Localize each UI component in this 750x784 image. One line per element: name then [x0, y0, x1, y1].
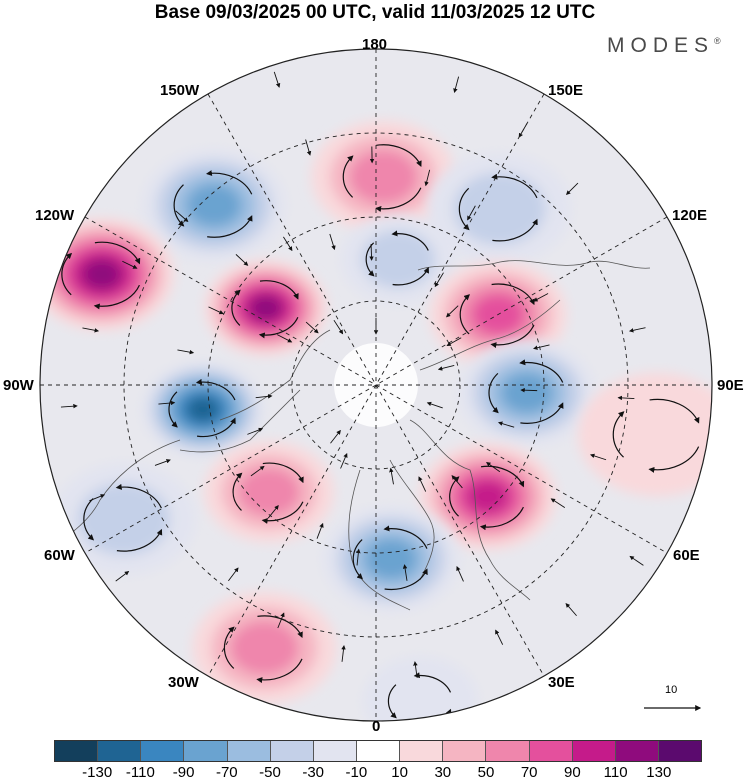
reference-vector-label: 10 — [665, 684, 677, 696]
lon-label-90e: 90E — [717, 377, 744, 394]
lon-label-0: 0 — [372, 718, 380, 735]
reference-vector-arrow — [640, 698, 710, 718]
colorbar — [54, 740, 702, 762]
colorbar-swatch — [357, 741, 400, 761]
anomaly-contour — [366, 539, 417, 579]
polar-map — [0, 0, 750, 740]
lon-label-30e: 30E — [548, 674, 575, 691]
lon-label-30w: 30W — [168, 674, 199, 691]
anomaly-contour — [250, 295, 282, 320]
lon-label-150w: 150W — [160, 82, 199, 99]
colorbar-swatch — [314, 741, 357, 761]
anomaly-center — [142, 149, 286, 261]
colorbar-tick-label: 50 — [478, 764, 495, 781]
wind-arrow — [521, 390, 537, 391]
colorbar-tick-label: 130 — [646, 764, 671, 781]
anomaly-contour — [361, 230, 435, 288]
anomaly-contour — [78, 483, 171, 555]
anomaly-center — [192, 592, 336, 704]
colorbar-tick-label: 30 — [434, 764, 451, 781]
anomaly-contour — [466, 480, 508, 513]
anomaly-contour — [578, 373, 736, 497]
colorbar-swatch — [659, 741, 701, 761]
lon-label-120w: 120W — [35, 207, 74, 224]
colorbar-swatch — [228, 741, 271, 761]
colorbar-tick-label: 10 — [391, 764, 408, 781]
colorbar-swatch — [573, 741, 616, 761]
colorbar-ticks: -130 -110 -90 -70 -50 -30 -10 10 30 50 70 90 110 130 — [0, 764, 750, 784]
colorbar-swatch — [443, 741, 486, 761]
colorbar-tick-label: -30 — [302, 764, 324, 781]
colorbar-tick-label: 70 — [521, 764, 538, 781]
colorbar-tick-label: 90 — [564, 764, 581, 781]
colorbar-swatch — [98, 741, 141, 761]
lon-label-120e: 120E — [672, 207, 707, 224]
colorbar-swatch — [141, 741, 184, 761]
colorbar-tick-label: -90 — [173, 764, 195, 781]
colorbar-swatch — [616, 741, 659, 761]
anomaly-contour — [187, 397, 219, 422]
lon-label-180: 180 — [362, 36, 387, 53]
anomaly-contour — [453, 173, 546, 245]
colorbar-tick-label: -110 — [126, 764, 155, 781]
colorbar-tick-label: -130 — [82, 764, 112, 781]
anomaly-center — [459, 340, 596, 447]
lon-label-90w: 90W — [3, 377, 34, 394]
colorbar-swatch — [530, 741, 573, 761]
anomaly-contour — [83, 259, 121, 289]
colorbar-swatch — [486, 741, 529, 761]
anomaly-contour — [501, 373, 552, 413]
anomaly-contour — [230, 621, 298, 674]
anomaly-center — [323, 506, 460, 613]
colorbar-swatch — [271, 741, 314, 761]
wind-arrow — [371, 244, 372, 260]
lon-label-150e: 150E — [548, 82, 583, 99]
colorbar-swatch — [55, 741, 98, 761]
colorbar-swatch — [400, 741, 443, 761]
anomaly-center — [578, 373, 736, 497]
colorbar-tick-label: -50 — [259, 764, 281, 781]
colorbar-tick-label: 110 — [604, 764, 628, 781]
anomaly-center — [30, 218, 174, 330]
lon-label-60w: 60W — [44, 547, 75, 564]
lon-label-60e: 60E — [673, 547, 700, 564]
colorbar-swatch — [184, 741, 227, 761]
colorbar-tick-label: -70 — [216, 764, 238, 781]
anomaly-contour — [238, 468, 299, 516]
colorbar-tick-label: -10 — [346, 764, 368, 781]
anomaly-center — [205, 260, 327, 355]
anomaly-contour — [187, 184, 241, 226]
anomaly-contour — [349, 150, 417, 203]
